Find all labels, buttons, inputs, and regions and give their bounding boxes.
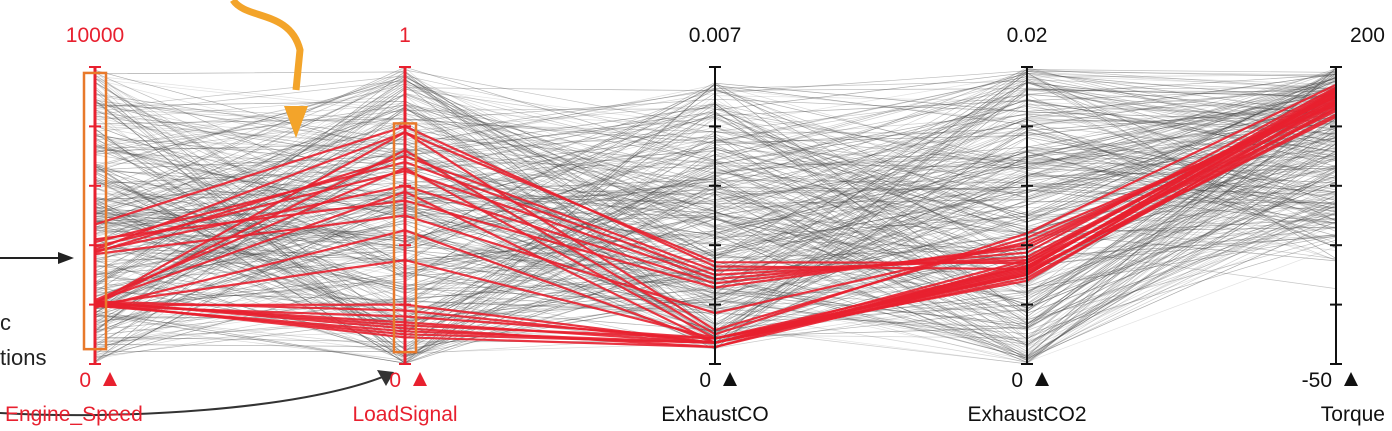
sort-triangle-icon[interactable] (723, 372, 737, 386)
annotation-arrow-head (284, 106, 308, 138)
axes (89, 66, 1342, 365)
axis-name-exhaustco2: ExhaustCO2 (967, 403, 1086, 426)
axis-name-exhaustco: ExhaustCO (661, 403, 768, 426)
callout-text-1: c (0, 310, 11, 335)
axis-max-label-loadsignal: 1 (399, 24, 411, 47)
axis-min-label-exhaustco2: 0 (1011, 369, 1023, 392)
callout-arrow-head (58, 252, 74, 264)
brush-engine_speed[interactable] (82, 71, 108, 351)
axis-max-label-exhaustco2: 0.02 (1007, 24, 1048, 47)
sort-triangle-icon[interactable] (1035, 372, 1049, 386)
axis-name-loadsignal: LoadSignal (352, 403, 457, 426)
axis-name-torque: Torque (1321, 403, 1385, 426)
axis-max-label-torque: 200 (1350, 24, 1385, 47)
axis-name-engine_speed: Engine_Speed (5, 403, 143, 426)
axis-min-label-loadsignal: 0 (389, 369, 401, 392)
sort-triangle-icon[interactable] (1344, 372, 1358, 386)
axis-labels: 10000 0 Engine_Speed 1 0 LoadSignal 0.007 0 Exha… (5, 24, 1385, 426)
axis-max-label-exhaustco: 0.007 (689, 24, 742, 47)
brushes (82, 71, 418, 354)
axis-min-label-exhaustco: 0 (699, 369, 711, 392)
callout-arrow-curve (0, 375, 386, 417)
annotations: c tions (0, 0, 394, 417)
brush-loadsignal[interactable] (392, 122, 418, 354)
sort-triangle-icon[interactable] (413, 372, 427, 386)
sort-triangle-icon[interactable] (103, 372, 117, 386)
annotation-arrow-curve (230, 0, 304, 91)
axis-min-label-engine_speed: 0 (79, 369, 91, 392)
callout-arrow-curve-head (377, 370, 394, 386)
axis-max-label-engine_speed: 10000 (66, 24, 124, 47)
callout-text-2: tions (0, 345, 46, 370)
axis-min-label-torque: -50 (1302, 369, 1332, 392)
